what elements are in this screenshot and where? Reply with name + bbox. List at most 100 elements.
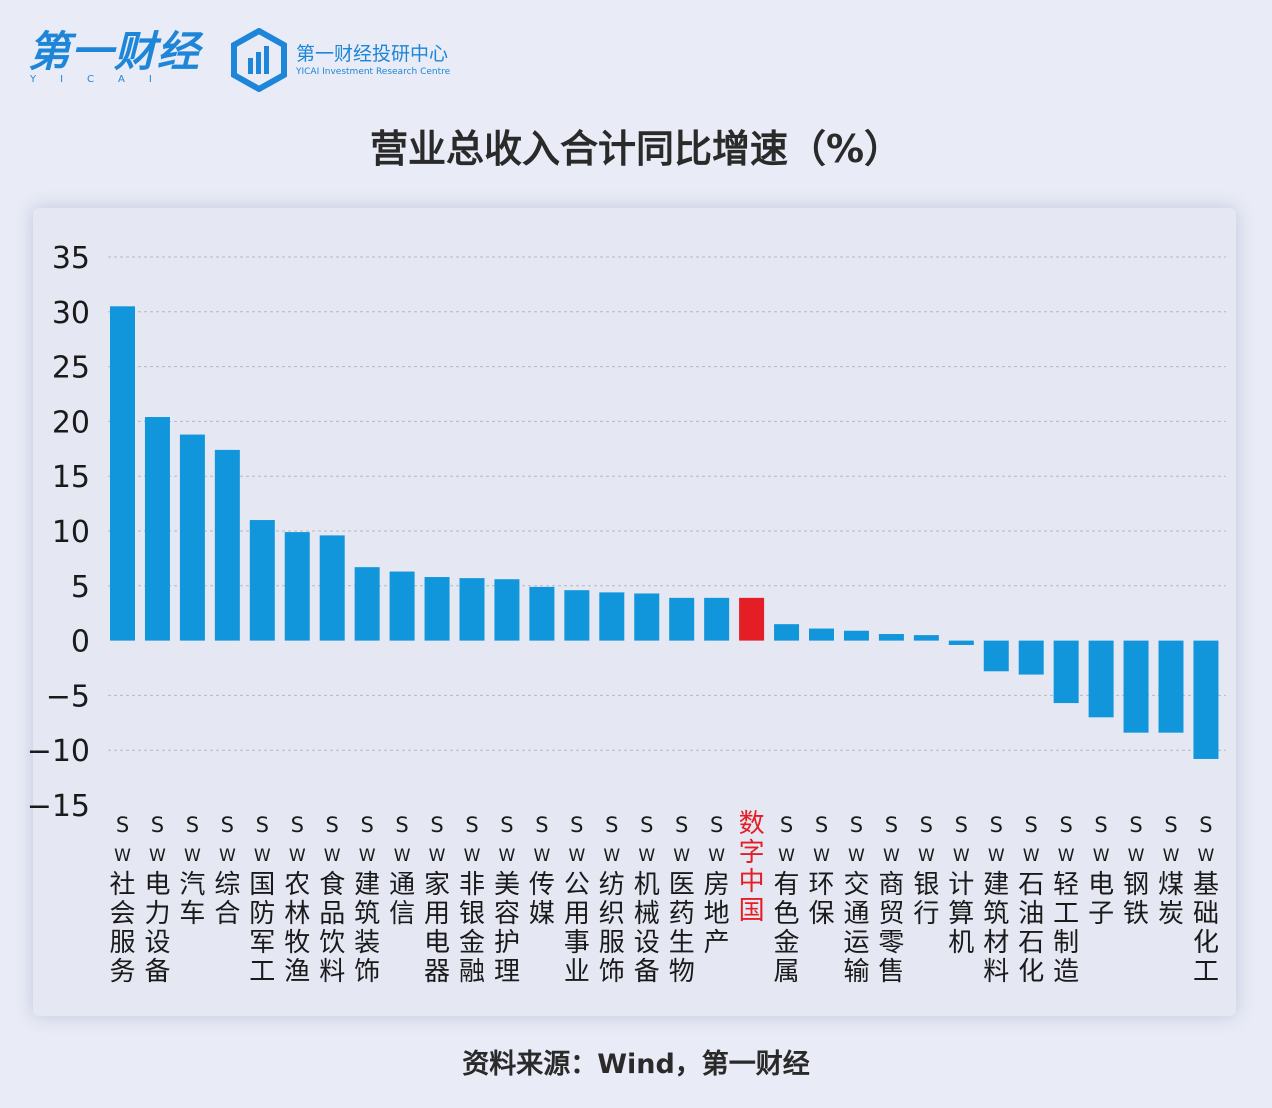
svg-text:理: 理	[494, 957, 520, 987]
svg-text:S: S	[360, 813, 373, 837]
svg-text:媒: 媒	[529, 899, 555, 929]
svg-text:械: 械	[634, 899, 660, 929]
bar	[1018, 640, 1044, 675]
svg-text:W: W	[254, 846, 271, 866]
svg-text:W: W	[1163, 846, 1180, 866]
svg-text:生: 生	[669, 928, 695, 958]
bar	[319, 535, 345, 641]
svg-text:算: 算	[948, 899, 974, 929]
svg-text:非: 非	[459, 870, 485, 900]
svg-text:S: S	[465, 813, 478, 837]
svg-text:S: S	[920, 813, 933, 837]
svg-text:S: S	[1094, 813, 1107, 837]
bar	[913, 635, 939, 641]
svg-text:材: 材	[983, 928, 1009, 958]
svg-text:银: 银	[459, 899, 485, 929]
svg-text:W: W	[813, 846, 830, 866]
research-center-name: 第一财经投研中心	[296, 43, 449, 65]
svg-text:机: 机	[634, 870, 660, 900]
bar	[843, 630, 869, 641]
bar	[669, 597, 695, 641]
svg-text:行: 行	[913, 899, 939, 929]
svg-text:S: S	[395, 813, 408, 837]
svg-text:W: W	[1023, 846, 1040, 866]
bar	[948, 640, 974, 645]
bar	[214, 449, 240, 641]
svg-text:W: W	[953, 846, 970, 866]
bar	[1088, 640, 1114, 718]
svg-text:S: S	[885, 813, 898, 837]
svg-text:化: 化	[1018, 957, 1044, 987]
svg-text:W: W	[778, 846, 795, 866]
svg-text:W: W	[219, 846, 236, 866]
svg-text:S: S	[570, 813, 583, 837]
svg-text:美: 美	[494, 870, 520, 900]
svg-text:制: 制	[1053, 928, 1079, 958]
y-tick-label: 35	[52, 241, 90, 276]
y-tick-label: 20	[52, 405, 90, 440]
svg-text:轻: 轻	[1053, 870, 1079, 900]
svg-text:饮: 饮	[319, 928, 345, 958]
svg-text:器: 器	[424, 957, 450, 987]
y-tick-label: −5	[46, 679, 90, 714]
y-tick-label: 25	[52, 351, 90, 386]
svg-text:W: W	[324, 846, 341, 866]
svg-text:事: 事	[564, 928, 590, 958]
bar	[354, 567, 380, 641]
svg-text:农: 农	[284, 870, 310, 900]
svg-text:林: 林	[284, 899, 310, 929]
svg-text:S: S	[605, 813, 618, 837]
svg-text:W: W	[394, 846, 411, 866]
svg-text:品: 品	[319, 899, 345, 929]
svg-text:国: 国	[739, 896, 765, 926]
svg-text:化: 化	[1193, 928, 1219, 958]
svg-text:S: S	[151, 813, 164, 837]
svg-text:容: 容	[494, 899, 520, 929]
svg-text:S: S	[291, 813, 304, 837]
svg-text:W: W	[464, 846, 481, 866]
bar	[1123, 640, 1149, 733]
y-tick-label: 10	[52, 515, 90, 550]
svg-text:S: S	[780, 813, 793, 837]
svg-text:炭: 炭	[1158, 899, 1184, 929]
svg-text:工: 工	[249, 957, 275, 987]
svg-text:S: S	[1025, 813, 1038, 837]
svg-text:W: W	[149, 846, 166, 866]
bar	[739, 597, 765, 641]
svg-text:筑: 筑	[983, 899, 1009, 929]
svg-text:家: 家	[424, 870, 450, 900]
svg-text:钢: 钢	[1123, 870, 1149, 900]
svg-text:金: 金	[774, 928, 800, 958]
svg-text:W: W	[114, 846, 131, 866]
svg-text:产: 产	[704, 928, 730, 958]
svg-text:备: 备	[634, 957, 660, 987]
bar	[284, 532, 310, 641]
svg-text:料: 料	[319, 957, 345, 987]
svg-text:贸: 贸	[878, 899, 904, 929]
svg-text:W: W	[1093, 846, 1110, 866]
svg-text:W: W	[883, 846, 900, 866]
svg-text:装: 装	[354, 928, 380, 958]
bar	[564, 590, 590, 641]
svg-text:筑: 筑	[354, 899, 380, 929]
svg-text:服: 服	[109, 928, 135, 958]
svg-text:合: 合	[214, 899, 240, 929]
source-note: 资料来源：Wind，第一财经	[462, 1049, 810, 1080]
y-tick-label: 5	[71, 570, 90, 605]
svg-text:售: 售	[878, 957, 904, 987]
svg-text:S: S	[1164, 813, 1177, 837]
